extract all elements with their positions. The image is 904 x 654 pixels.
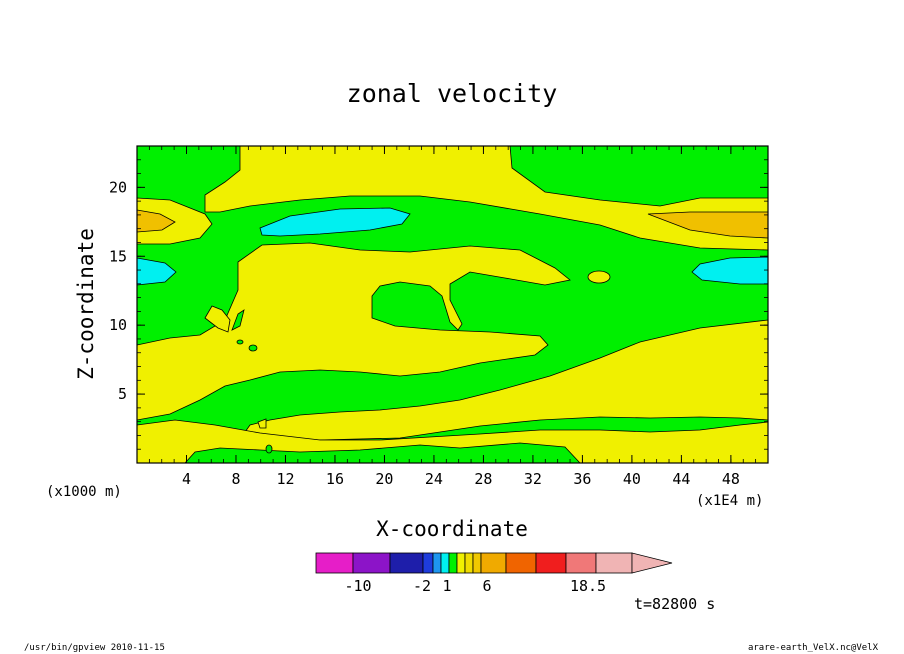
colorbar-segment <box>505 552 537 574</box>
footer-right: arare-earth_VelX.nc@VelX <box>748 643 879 653</box>
contour-region-small-yellow <box>204 305 231 333</box>
y-tick-label: 20 <box>109 178 127 196</box>
y-tick-label: 10 <box>109 316 127 334</box>
contour-region-upper-left-yellow <box>137 197 213 245</box>
colorbar-segment <box>352 552 391 574</box>
x-tick-label: 36 <box>573 470 591 488</box>
x-tick-label: 48 <box>722 470 740 488</box>
colorbar-labels: -10 -2 1 6 18.5 <box>344 577 606 595</box>
colorbar-segment <box>422 552 434 574</box>
plot-frame <box>136 145 769 464</box>
colorbar-segment <box>315 552 354 574</box>
y-tick-label: 15 <box>109 247 127 265</box>
colorbar <box>315 552 673 574</box>
x-tick-label: 4 <box>182 470 191 488</box>
colorbar-label: 1 <box>442 577 451 595</box>
x-axis-label: X-coordinate <box>376 517 528 541</box>
contour-plot-area <box>137 146 768 463</box>
contour-region-orange-left <box>137 209 176 233</box>
colorbar-segment <box>480 552 507 574</box>
contour-region-green-spot-1 <box>231 309 245 331</box>
contour-region-orange-right <box>647 211 768 239</box>
x-tick-label: 8 <box>231 470 240 488</box>
chart-title: zonal velocity <box>347 79 558 108</box>
colorbar-segment <box>389 552 424 574</box>
contour-region-upper-yellow <box>204 146 768 251</box>
contour-region-cyan-upper <box>259 207 411 237</box>
contour-region-right-yellow <box>244 319 768 441</box>
x-tick-label: 32 <box>524 470 542 488</box>
colorbar-label: 18.5 <box>570 577 606 595</box>
x-tick-label: 40 <box>623 470 641 488</box>
contour-region-cyan-left <box>137 257 177 286</box>
contour-region-bottom-yellow <box>137 419 768 463</box>
contour-region-green-spot-2 <box>236 339 244 345</box>
colorbar-segment <box>565 552 597 574</box>
x-unit-label: (x1E4 m) <box>696 493 763 509</box>
y-axis-ticks: 5 10 15 20 <box>109 145 768 464</box>
colorbar-segment <box>595 552 633 574</box>
colorbar-segment <box>464 552 474 574</box>
time-label: t=82800 s <box>634 595 715 613</box>
contour-region-middle-yellow <box>137 242 571 421</box>
y-tick-label: 5 <box>118 385 127 403</box>
colorbar-label: 6 <box>482 577 491 595</box>
colorbar-segment <box>440 552 450 574</box>
contour-region-small-yellow-notch <box>257 418 267 429</box>
x-tick-label: 16 <box>326 470 344 488</box>
contour-region-green-spot-3 <box>248 344 258 352</box>
colorbar-segment <box>432 552 442 574</box>
colorbar-segment <box>456 552 466 574</box>
y-axis-label: Z-coordinate <box>74 228 98 380</box>
colorbar-arrow <box>631 552 673 574</box>
colorbar-segment <box>472 552 482 574</box>
x-tick-label: 28 <box>474 470 492 488</box>
x-tick-label: 44 <box>672 470 690 488</box>
x-tick-label: 20 <box>375 470 393 488</box>
contour-region-green-spot-4 <box>265 444 273 454</box>
colorbar-label: -2 <box>413 577 431 595</box>
contour-region-small-yellow-blob <box>587 270 611 284</box>
colorbar-label: -10 <box>344 577 371 595</box>
x-tick-label: 24 <box>425 470 443 488</box>
x-tick-label: 12 <box>276 470 294 488</box>
y-unit-label: (x1000 m) <box>46 484 122 500</box>
colorbar-segment <box>535 552 567 574</box>
x-axis-ticks: 4 8 12 16 20 24 28 32 36 40 44 48 <box>136 146 769 488</box>
contour-region-cyan-right <box>691 256 768 285</box>
footer-left: /usr/bin/gpview 2010-11-15 <box>24 643 165 653</box>
colorbar-segment <box>448 552 458 574</box>
